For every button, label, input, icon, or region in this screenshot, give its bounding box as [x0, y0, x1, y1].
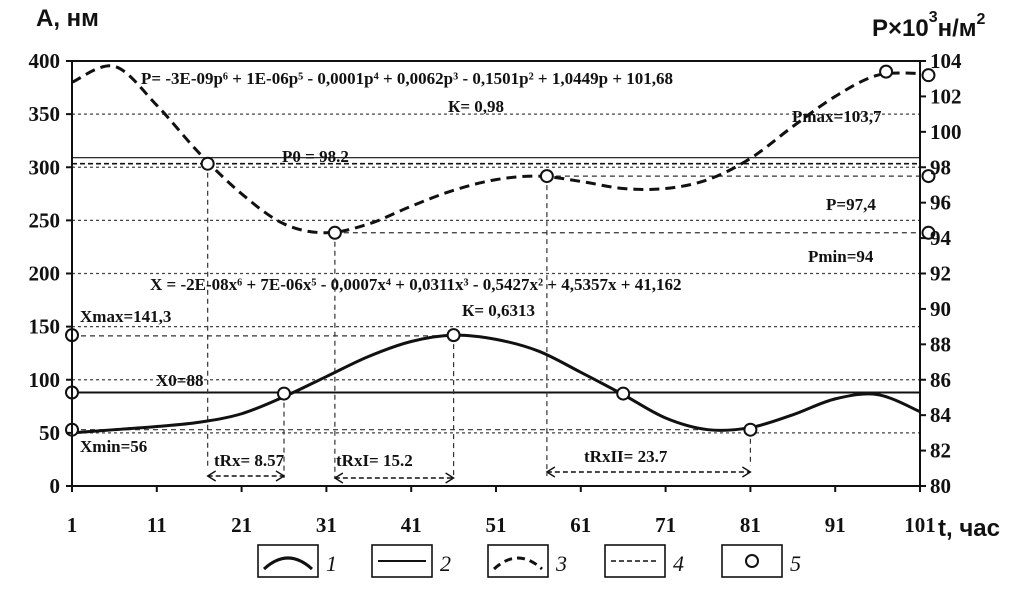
right-tick-label-7: 94 [930, 226, 952, 250]
legend-label-1: 1 [326, 551, 337, 576]
p-equation: P= -3E-09p⁶ + 1E-06p⁵ - 0,0001p⁴ + 0,006… [141, 69, 673, 88]
marker-right-0 [200, 156, 215, 171]
left-axis-title: А, нм [36, 5, 99, 32]
marker-left-5 [616, 386, 631, 401]
x-max-label: Xmax=141,3 [80, 307, 171, 326]
tr3-label: tRxII= 23.7 [584, 447, 668, 466]
p-partial-label-1: P=97,4 [826, 195, 876, 214]
legend-label-4: 4 [673, 551, 684, 576]
legend-swatch-5 [745, 554, 759, 568]
legend-label-2: 2 [440, 551, 451, 576]
interval-1-head [275, 470, 286, 482]
x-tick-label-5: 51 [486, 513, 507, 537]
interval-2-head [445, 472, 455, 484]
left-tick-label-3: 150 [29, 315, 61, 339]
right-axis-title-main: P×10 [872, 15, 929, 42]
legend-box-2 [371, 544, 433, 578]
p-partial-label-2: Pmin=94 [808, 247, 874, 266]
legend-box-3 [487, 544, 549, 578]
interval-arrows [206, 466, 752, 484]
annotations: P= -3E-09p⁶ + 1E-06p⁵ - 0,0001p⁴ + 0,006… [80, 69, 882, 470]
left-tick-label-4: 200 [29, 262, 61, 286]
tick-group: 0 50 100 150 200 250 300 350 400 80 82 84 86 88 90 92 94… [29, 49, 963, 537]
marker-right-3 [879, 64, 894, 79]
legend-box-1 [257, 544, 319, 578]
x-tick-label-7: 71 [655, 513, 676, 537]
right-tick-label-8: 96 [930, 191, 951, 215]
left-tick-label-7: 350 [29, 102, 61, 126]
x-min-label: Xmin=56 [80, 437, 147, 456]
marker-right-2 [539, 169, 554, 184]
x-tick-label-10: 101 [904, 513, 936, 537]
x-tick-label-2: 21 [231, 513, 252, 537]
legend-label-5: 5 [790, 551, 801, 576]
marker-right-5 [921, 169, 936, 184]
tr2-label: tRxI= 15.2 [336, 451, 413, 470]
right-tick-label-11: 102 [930, 84, 962, 108]
x-equation: X = -2E-08x⁶ + 7E-06x⁵ - 0,0007x⁴ + 0,03… [150, 275, 682, 294]
x-tick-label-6: 61 [570, 513, 591, 537]
interval-1-tail [206, 470, 217, 482]
interval-2-tail [333, 472, 344, 484]
right-tick-label-0: 80 [930, 474, 951, 498]
right-tick-label-1: 82 [930, 439, 951, 463]
right-tick-label-10: 100 [930, 120, 962, 144]
left-tick-label-5: 250 [29, 208, 61, 232]
right-tick-label-5: 90 [930, 297, 951, 321]
legend-swatch-1 [262, 556, 314, 571]
axis-titles: А, нм P×103н/м2 t, час [36, 5, 1000, 542]
x-tick-label-0: 1 [67, 513, 78, 537]
x-tick-label-1: 11 [147, 513, 167, 537]
marker-left-6 [743, 422, 758, 437]
marker-left-4 [446, 328, 461, 343]
legend-swatch-3 [492, 556, 544, 571]
right-tick-label-3: 86 [930, 368, 951, 392]
right-tick-label-4: 88 [930, 332, 951, 356]
x-axis-title: t, час [938, 515, 1000, 542]
left-tick-label-8: 400 [29, 49, 61, 73]
right-tick-label-6: 92 [930, 262, 951, 286]
x-tick-label-3: 31 [316, 513, 337, 537]
marker-right-1 [327, 225, 342, 240]
right-axis-title-sup: 3 [929, 9, 938, 26]
series-1-line [71, 333, 921, 435]
right-axis-title-unit-sup: 2 [977, 11, 986, 28]
right-axis-title-unit: н/м [938, 15, 977, 42]
legend-box-5 [721, 544, 783, 578]
legend-box-4 [604, 544, 666, 578]
p0-label: P0 = 98.2 [282, 147, 349, 166]
marker-left-3 [277, 386, 291, 401]
reference-lines [72, 157, 920, 478]
x0-label: X0=88 [156, 371, 203, 390]
series-3-line [71, 64, 921, 235]
right-tick-label-9: 98 [930, 155, 951, 179]
x-tick-label-9: 91 [825, 513, 846, 537]
p-k-label: К= 0,98 [448, 97, 504, 116]
x-tick-label-8: 81 [740, 513, 761, 537]
interval-3-tail [545, 466, 556, 478]
marker-right-6 [921, 225, 936, 240]
marker-right-4 [921, 68, 936, 83]
interval-3-head [742, 466, 752, 478]
legend-label-3: 3 [555, 551, 567, 576]
legend: 1 2 3 4 5 [257, 544, 801, 578]
right-axis-title: P×103н/м2 [872, 9, 986, 42]
left-tick-label-1: 50 [39, 421, 60, 445]
left-tick-label-0: 0 [50, 474, 61, 498]
x-tick-label-4: 41 [401, 513, 422, 537]
x-k-label: К= 0,6313 [462, 301, 535, 320]
tr1-label: tRx= 8.57 [214, 451, 285, 470]
right-tick-label-12: 104 [930, 49, 962, 73]
left-tick-label-6: 300 [29, 155, 61, 179]
p-max-label: Pmax=103,7 [792, 107, 882, 126]
right-tick-label-2: 84 [930, 403, 952, 427]
left-tick-label-2: 100 [29, 368, 61, 392]
